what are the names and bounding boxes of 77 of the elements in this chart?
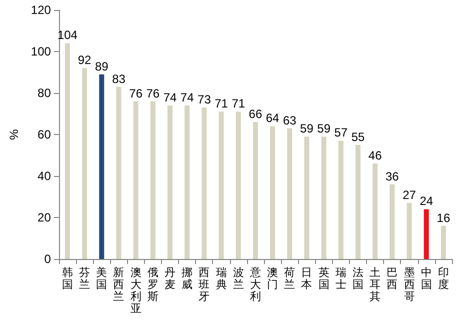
x-tick-label: 巴西 (386, 267, 398, 291)
data-label: 76 (129, 86, 143, 100)
x-tick-label: 澳大利亚 (130, 267, 142, 315)
data-label: 92 (78, 53, 92, 68)
bar (304, 136, 310, 259)
data-label: 59 (300, 122, 314, 136)
data-label: 74 (180, 90, 194, 104)
x-tick-label: 澳门 (267, 267, 278, 291)
y-axis-title: % (7, 128, 21, 140)
x-tick-label: 美国 (96, 266, 108, 291)
data-label: 63 (282, 113, 297, 128)
x-tick-label: 韩国 (62, 266, 73, 291)
data-label: 36 (386, 169, 400, 184)
data-label: 57 (334, 126, 348, 140)
bar (150, 101, 156, 259)
bar (270, 126, 276, 259)
data-label: 16 (436, 210, 450, 225)
bar (424, 209, 429, 259)
data-label: 74 (163, 90, 178, 104)
bar (116, 86, 122, 259)
data-label: 71 (214, 96, 228, 111)
x-tick-label: 英国 (318, 266, 330, 291)
bar (321, 136, 326, 259)
data-label: 27 (402, 188, 416, 202)
bar (287, 128, 292, 259)
data-label: 73 (198, 92, 212, 107)
data-label: 46 (368, 148, 382, 163)
y-tick-label: 80 (38, 86, 52, 100)
x-tick-label: 俄罗斯 (147, 267, 158, 303)
bar (133, 101, 138, 259)
x-tick-label: 挪威 (182, 267, 193, 291)
bar (202, 108, 207, 259)
bar (338, 140, 344, 259)
bar (82, 68, 88, 259)
y-tick-label: 20 (38, 210, 52, 224)
bar (218, 112, 224, 259)
bar (99, 74, 104, 259)
bar (440, 226, 446, 259)
bar (252, 122, 258, 259)
data-label: 71 (232, 96, 246, 111)
x-tick-label: 西班牙 (198, 267, 210, 303)
x-tick-label: 法国 (352, 266, 364, 291)
bar (168, 105, 173, 259)
x-tick-label: 波兰 (232, 266, 244, 291)
x-tick-label: 墨西哥 (404, 267, 415, 303)
x-tick-label: 意大利 (248, 266, 261, 303)
bar (390, 184, 395, 259)
data-label: 76 (146, 86, 160, 100)
x-tick-label: 芬兰 (79, 266, 90, 291)
x-tick-label: 瑞士 (335, 266, 346, 291)
bar (236, 112, 241, 259)
data-label: 55 (351, 130, 365, 144)
x-tick-label: 土耳其 (370, 266, 381, 303)
bar (406, 202, 412, 259)
data-label: 64 (266, 111, 280, 126)
y-tick-label: 40 (38, 169, 52, 183)
data-label: 24 (420, 194, 434, 208)
x-tick-label: 荷兰 (284, 266, 296, 291)
bar (184, 105, 190, 259)
data-label: 89 (94, 59, 109, 74)
bar (356, 144, 361, 259)
bar (64, 43, 70, 259)
x-tick-label: 丹麦 (164, 267, 176, 291)
y-tick-label: 120 (30, 3, 52, 17)
x-tick-label: 中国 (420, 266, 432, 291)
data-label: 104 (57, 28, 78, 42)
y-tick-label: 100 (30, 44, 52, 58)
bar (372, 164, 378, 259)
y-tick-label: 60 (38, 128, 52, 142)
x-tick-label: 新西兰 (113, 266, 124, 303)
x-tick-label: 瑞典 (216, 266, 227, 291)
data-label: 83 (112, 72, 126, 86)
data-label: 66 (248, 107, 262, 122)
y-tick-label: 0 (44, 252, 52, 266)
x-tick-label: 印度 (438, 266, 449, 291)
x-tick-label: 日本 (301, 267, 312, 291)
data-label: 59 (317, 122, 331, 136)
